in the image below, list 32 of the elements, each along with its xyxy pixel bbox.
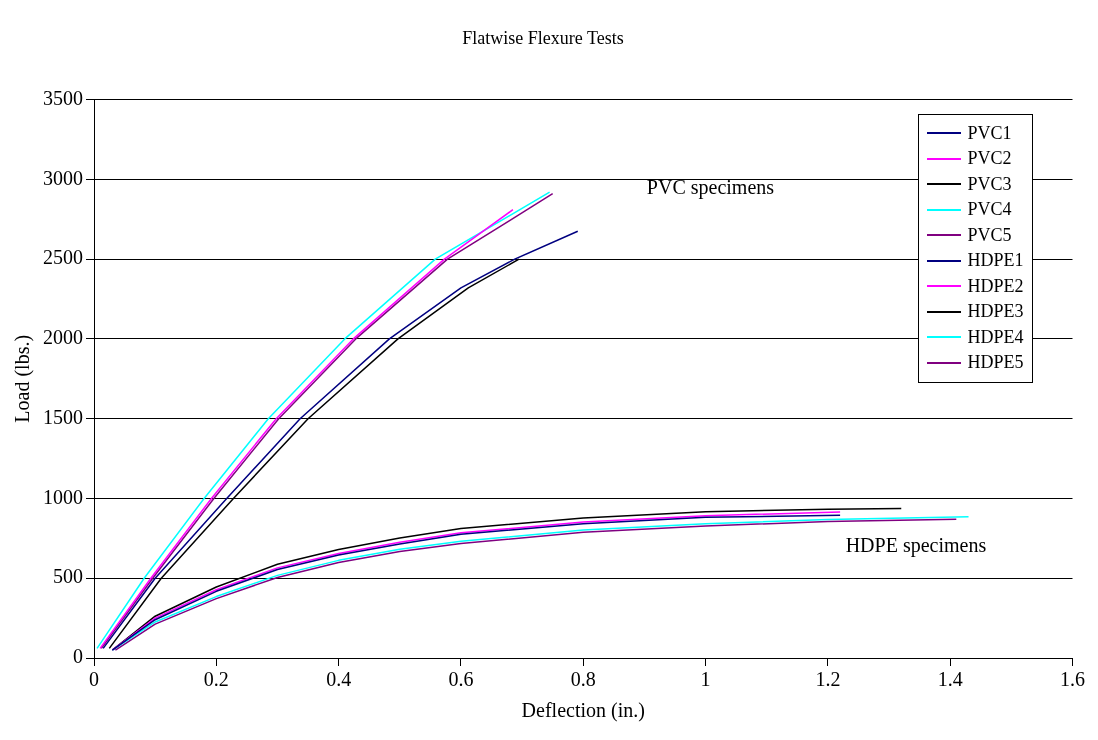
x-tick-label: 0.6 bbox=[448, 668, 474, 691]
x-tick-label: 1.2 bbox=[815, 668, 841, 691]
legend-label: PVC3 bbox=[967, 173, 1012, 195]
x-tick-label: 0.8 bbox=[570, 668, 596, 691]
annotation: PVC specimens bbox=[646, 176, 775, 200]
legend-label: HDPE3 bbox=[967, 301, 1024, 323]
legend-label: HDPE2 bbox=[967, 275, 1024, 297]
chart-title: Flatwise Flexure Tests bbox=[462, 27, 624, 48]
x-tick-label: 0.2 bbox=[203, 668, 229, 691]
legend-label: HDPE5 bbox=[967, 352, 1024, 374]
legend-label: HDPE1 bbox=[967, 250, 1024, 272]
y-tick-label: 2500 bbox=[43, 246, 83, 269]
legend-label: PVC4 bbox=[967, 199, 1012, 221]
x-tick-label: 1 bbox=[700, 668, 711, 691]
annotation: HDPE specimens bbox=[845, 533, 987, 557]
x-tick-label: 1.6 bbox=[1060, 668, 1085, 691]
y-tick-label: 3500 bbox=[43, 86, 83, 109]
y-tick-label: 1000 bbox=[43, 485, 83, 508]
x-axis-title: Deflection (in.) bbox=[521, 699, 645, 723]
legend-label: PVC2 bbox=[967, 148, 1012, 170]
y-tick-label: 500 bbox=[53, 565, 83, 588]
legend-label: PVC1 bbox=[967, 122, 1012, 144]
x-tick-label: 0.4 bbox=[326, 668, 352, 691]
legend-label: HDPE4 bbox=[967, 326, 1024, 348]
y-tick-label: 0 bbox=[73, 645, 83, 668]
y-tick-label: 2000 bbox=[43, 326, 83, 349]
legend-label: PVC5 bbox=[967, 224, 1012, 246]
x-tick-label: 1.4 bbox=[937, 668, 963, 691]
y-tick-label: 1500 bbox=[43, 405, 83, 428]
y-tick-label: 3000 bbox=[43, 166, 83, 189]
y-axis-title: Load (lbs.) bbox=[11, 334, 35, 423]
x-tick-label: 0 bbox=[89, 668, 99, 691]
